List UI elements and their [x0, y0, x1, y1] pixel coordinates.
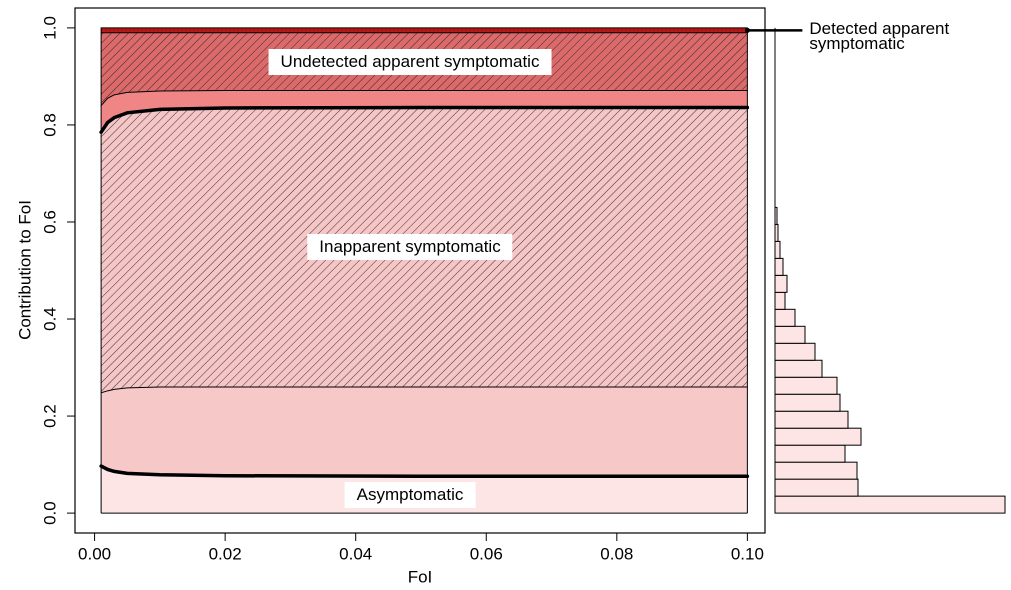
- histogram-bar: [774, 478, 859, 497]
- histogram-bar: [774, 274, 788, 293]
- leader-label: Detected apparent symptomatic: [809, 19, 950, 54]
- x-tick-label: 0.00: [78, 544, 111, 563]
- x-tick-label: 0.08: [600, 544, 633, 563]
- y-tick-label: 1.0: [40, 16, 59, 40]
- area-dots: [101, 27, 748, 33]
- histogram-bar: [774, 427, 862, 446]
- x-tick-label: 0.02: [209, 544, 242, 563]
- y-axis-title: Contribution to FoI: [15, 200, 34, 340]
- leader-dot: [744, 27, 750, 33]
- histogram-bar: [774, 291, 786, 310]
- histogram-bar: [774, 376, 838, 395]
- histogram-bar: [774, 461, 858, 480]
- area-label: Asymptomatic: [344, 481, 476, 508]
- area-label: Inapparent symptomatic: [307, 234, 513, 261]
- histogram-bar: [774, 444, 846, 463]
- histogram-bar: [774, 393, 841, 412]
- x-tick-label: 0.10: [731, 544, 764, 563]
- y-tick-label: 0.8: [40, 113, 59, 137]
- histogram-bar: [774, 240, 781, 259]
- x-tick-label: 0.06: [470, 544, 503, 563]
- histogram-bar: [774, 495, 1006, 514]
- plot-frame: [74, 7, 766, 534]
- y-tick-label: 0.6: [40, 210, 59, 234]
- histogram-bar: [774, 410, 849, 429]
- y-tick-label: 0.0: [40, 501, 59, 525]
- histogram-bar: [774, 342, 816, 361]
- y-tick-label: 0.4: [40, 307, 59, 331]
- x-tick-label: 0.04: [339, 544, 372, 563]
- area-edge: [99, 464, 750, 478]
- x-axis-title: FoI: [408, 567, 433, 586]
- histogram-bar: [774, 325, 806, 344]
- histogram-bar: [774, 308, 796, 327]
- histogram-bar: [774, 257, 784, 276]
- y-tick-label: 0.2: [40, 404, 59, 428]
- area-edge: [100, 89, 748, 107]
- area-label: Undetected apparent symptomatic: [268, 48, 552, 75]
- area-edge: [100, 386, 748, 394]
- area-band: [101, 90, 748, 133]
- histogram-bar: [774, 359, 823, 378]
- area-edge: [99, 105, 750, 134]
- area-band: [101, 386, 748, 477]
